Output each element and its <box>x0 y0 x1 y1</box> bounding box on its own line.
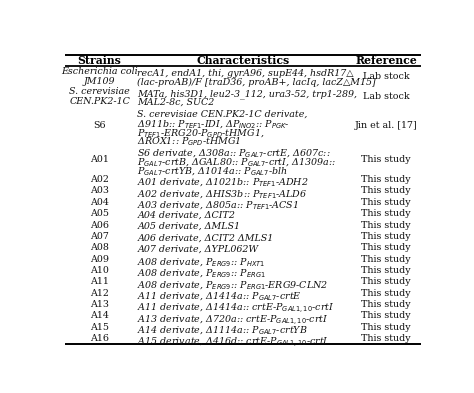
Text: This study: This study <box>361 311 411 320</box>
Text: A13 derivate, Δ720a:: crtE-P$_{GAL1,10}$-crtI: A13 derivate, Δ720a:: crtE-P$_{GAL1,10}$… <box>137 313 329 327</box>
Text: ΔROX1:: P$_{GPD}$-tHMG1: ΔROX1:: P$_{GPD}$-tHMG1 <box>137 136 242 149</box>
Text: A08 derivate, P$_{ERG9}$:: P$_{ERG1}$: A08 derivate, P$_{ERG9}$:: P$_{ERG1}$ <box>137 267 266 279</box>
Text: A06: A06 <box>90 220 109 230</box>
Text: This study: This study <box>361 175 411 184</box>
Text: Characteristics: Characteristics <box>196 55 290 66</box>
Text: A15 derivate, Δ416d:: crtE-P$_{GAL1,10}$-crtI: A15 derivate, Δ416d:: crtE-P$_{GAL1,10}$… <box>137 336 329 349</box>
Text: A12: A12 <box>90 289 109 298</box>
Text: P$_{GAL7}$-crtB, ΔGAL80:: P$_{GAL7}$-crtI, Δ1309a::: P$_{GAL7}$-crtB, ΔGAL80:: P$_{GAL7}$-crt… <box>137 156 337 168</box>
Text: This study: This study <box>361 198 411 207</box>
Text: P$_{GAL7}$-crtYB, Δ1014a:: P$_{GAL7}$-blh: P$_{GAL7}$-crtYB, Δ1014a:: P$_{GAL7}$-bl… <box>137 165 288 177</box>
Text: S6 derivate, Δ308a:: P$_{GAL7}$-crtE, Δ607c::: S6 derivate, Δ308a:: P$_{GAL7}$-crtE, Δ6… <box>137 147 331 159</box>
Text: This study: This study <box>361 232 411 241</box>
Text: A16: A16 <box>90 334 109 343</box>
Text: MAL2-8c, SUC2: MAL2-8c, SUC2 <box>137 98 215 107</box>
Text: This study: This study <box>361 186 411 195</box>
Text: This study: This study <box>361 155 411 164</box>
Text: This study: This study <box>361 277 411 286</box>
Text: (lac-proAB)/F [traD36, proAB+, lacIq, lacZ△M15]: (lac-proAB)/F [traD36, proAB+, lacIq, la… <box>137 77 376 87</box>
Text: A09: A09 <box>90 255 109 264</box>
Text: This study: This study <box>361 243 411 252</box>
Text: A11 derivate, Δ1414a:: P$_{GAL7}$-crtE: A11 derivate, Δ1414a:: P$_{GAL7}$-crtE <box>137 290 302 302</box>
Text: Δ911b:: P$_{TEF1}$-IDI, ΔP$_{INO2}$:: P$_{PGK}$-: Δ911b:: P$_{TEF1}$-IDI, ΔP$_{INO2}$:: P$… <box>137 118 290 130</box>
Text: A06 derivate, ΔCIT2 ΔMLS1: A06 derivate, ΔCIT2 ΔMLS1 <box>137 233 274 242</box>
Text: A02: A02 <box>90 175 109 184</box>
Text: A05 derivate, ΔMLS1: A05 derivate, ΔMLS1 <box>137 222 240 231</box>
Text: A11 derivate, Δ1414a:: crtE-P$_{GAL1,10}$-crtI: A11 derivate, Δ1414a:: crtE-P$_{GAL1,10}… <box>137 301 335 315</box>
Text: A13: A13 <box>90 300 109 309</box>
Text: Escherichia coli
JM109: Escherichia coli JM109 <box>61 66 138 86</box>
Text: P$_{TEF1}$-ERG20-P$_{GPD}$-tHMG1,: P$_{TEF1}$-ERG20-P$_{GPD}$-tHMG1, <box>137 127 265 139</box>
Text: MATa, his3D1, leu2-3_112, ura3-52, trp1-289,: MATa, his3D1, leu2-3_112, ura3-52, trp1-… <box>137 89 357 99</box>
Text: A10: A10 <box>90 266 109 275</box>
Text: S. cerevisiae
CEN.PK2-1C: S. cerevisiae CEN.PK2-1C <box>69 87 130 106</box>
Text: A08: A08 <box>90 243 109 252</box>
Text: A14: A14 <box>90 311 109 320</box>
Text: A07 derivate, ΔYPL062W: A07 derivate, ΔYPL062W <box>137 244 259 253</box>
Text: A07: A07 <box>90 232 109 241</box>
Text: A01: A01 <box>90 155 109 164</box>
Text: A03 derivate, Δ805a:: P$_{TEF1}$-ACS1: A03 derivate, Δ805a:: P$_{TEF1}$-ACS1 <box>137 199 299 211</box>
Text: Lab stock: Lab stock <box>363 92 410 101</box>
Text: This study: This study <box>361 255 411 264</box>
Text: A01 derivate, Δ1021b:: P$_{TEF1}$-ADH2: A01 derivate, Δ1021b:: P$_{TEF1}$-ADH2 <box>137 176 309 189</box>
Text: This study: This study <box>361 289 411 298</box>
Text: This study: This study <box>361 209 411 218</box>
Text: This study: This study <box>361 300 411 309</box>
Text: A08 derivate, P$_{ERG9}$:: P$_{ERG1}$-ERG9-CLN2: A08 derivate, P$_{ERG9}$:: P$_{ERG1}$-ER… <box>137 279 329 291</box>
Text: A04: A04 <box>90 198 109 207</box>
Text: This study: This study <box>361 220 411 230</box>
Text: Reference: Reference <box>356 55 417 66</box>
Text: Strains: Strains <box>78 55 122 66</box>
Text: S. cerevisiae CEN.PK2-1C derivate,: S. cerevisiae CEN.PK2-1C derivate, <box>137 109 308 118</box>
Text: A14 derivate, Δ1114a:: P$_{GAL7}$-crtYB: A14 derivate, Δ1114a:: P$_{GAL7}$-crtYB <box>137 324 308 336</box>
Text: A04 derivate, ΔCIT2: A04 derivate, ΔCIT2 <box>137 211 236 220</box>
Text: Lab stock: Lab stock <box>363 72 410 81</box>
Text: This study: This study <box>361 266 411 275</box>
Text: A02 derivate, ΔHIS3b:: P$_{TEF1}$-ALD6: A02 derivate, ΔHIS3b:: P$_{TEF1}$-ALD6 <box>137 188 308 200</box>
Text: A05: A05 <box>90 209 109 218</box>
Text: A15: A15 <box>90 323 109 332</box>
Text: This study: This study <box>361 334 411 343</box>
Text: A08 derivate, P$_{ERG9}$:: P$_{HXT1}$: A08 derivate, P$_{ERG9}$:: P$_{HXT1}$ <box>137 256 266 268</box>
Text: S6: S6 <box>93 121 106 130</box>
Text: Jin et al. [17]: Jin et al. [17] <box>355 121 418 130</box>
Text: A03: A03 <box>90 186 109 195</box>
Text: A11: A11 <box>90 277 109 286</box>
Text: This study: This study <box>361 323 411 332</box>
Text: recA1, endA1, thi, gyrA96, supE44, hsdR17△: recA1, endA1, thi, gyrA96, supE44, hsdR1… <box>137 69 354 78</box>
